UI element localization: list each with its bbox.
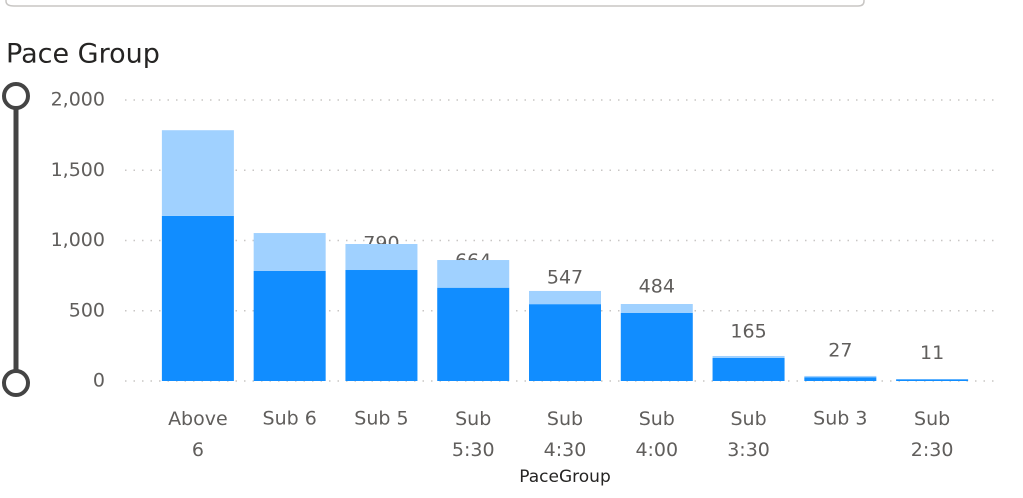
bar-segment	[804, 375, 877, 378]
bar-segment	[345, 244, 418, 271]
y-tick-label: 500	[69, 299, 105, 321]
x-tick-label: Sub 2:30	[911, 408, 954, 461]
bar-segment	[529, 304, 601, 381]
x-tick-label: Above 6	[168, 408, 228, 461]
bar-segment	[896, 379, 969, 381]
bar-segment	[161, 130, 234, 216]
slider-handle[interactable]	[2, 369, 30, 397]
x-tick-label: Sub 3	[813, 408, 867, 430]
bar-segment	[437, 287, 510, 381]
x-tick-label: Sub 4:00	[635, 408, 678, 461]
slider-handle[interactable]	[2, 82, 30, 110]
x-axis-label: PaceGroup	[519, 467, 610, 487]
bar-segment	[345, 270, 418, 381]
bar-segment	[253, 270, 326, 381]
data-label: 11	[920, 342, 944, 364]
x-tick-label: Sub 5	[354, 408, 408, 430]
bar-segment	[712, 355, 785, 358]
bar-segment	[161, 215, 234, 381]
y-tick-label: 1,000	[51, 229, 105, 251]
bar-segment	[437, 260, 510, 288]
bar-segment	[620, 304, 693, 313]
y-tick-label: 0	[93, 370, 105, 392]
bar-segment	[712, 357, 785, 381]
x-tick-label: Sub 5:30	[452, 408, 495, 461]
y-tick-label: 2,000	[51, 89, 105, 111]
y-tick-label: 1,500	[51, 159, 105, 181]
x-tick-label: Sub 6	[263, 408, 317, 430]
slider[interactable]	[2, 82, 30, 397]
chart-title: Pace Group	[6, 39, 160, 70]
data-label: 484	[639, 275, 675, 297]
data-label: 165	[730, 320, 766, 342]
frame-edge	[5, 0, 865, 7]
bar-segment	[804, 377, 877, 381]
bar-segment	[529, 290, 601, 305]
x-tick-label: Sub 4:30	[544, 408, 587, 461]
bar-segment	[253, 233, 326, 271]
data-label: 27	[828, 340, 852, 362]
data-label: 547	[547, 267, 583, 289]
x-tick-label: Sub 3:30	[727, 408, 770, 461]
bar-segment	[620, 312, 693, 381]
